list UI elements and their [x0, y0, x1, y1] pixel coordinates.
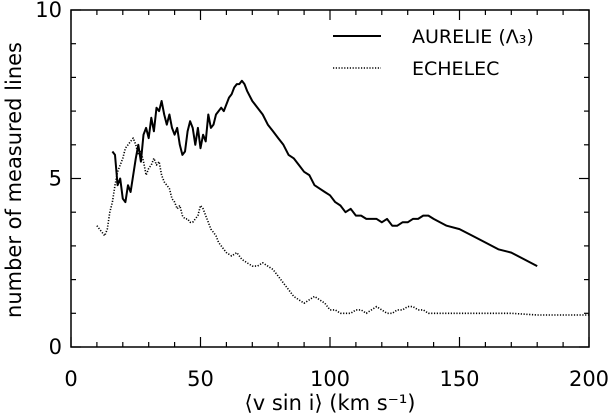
- x-tick-label: 0: [64, 367, 77, 391]
- series-lines: [96, 79, 589, 316]
- x-axis-label: ⟨v sin i⟩ (km s⁻¹): [245, 391, 416, 415]
- x-tick-label: 150: [439, 367, 479, 391]
- y-tick-label: 0: [49, 335, 62, 359]
- plot-frame: [70, 9, 590, 348]
- y-tick-label: 5: [49, 167, 62, 191]
- x-tick-label: 50: [187, 367, 214, 391]
- series-line-echelec: [96, 137, 589, 316]
- legend-label-echelec: ECHELEC: [412, 58, 499, 80]
- y-tick-label: 10: [35, 0, 62, 22]
- axis-tick-labels: 0 50 100 150 200 0 5 10: [35, 0, 609, 391]
- y-axis-label: number of measured lines: [2, 42, 26, 318]
- x-tick-label: 100: [310, 367, 350, 391]
- series-line-aurelie: [111, 79, 538, 267]
- legend-label-aurelie: AURELIE (Λ₃): [412, 26, 534, 48]
- axis-ticks: [70, 9, 590, 348]
- legend: AURELIE (Λ₃) ECHELEC: [333, 26, 534, 80]
- x-tick-label: 200: [569, 367, 609, 391]
